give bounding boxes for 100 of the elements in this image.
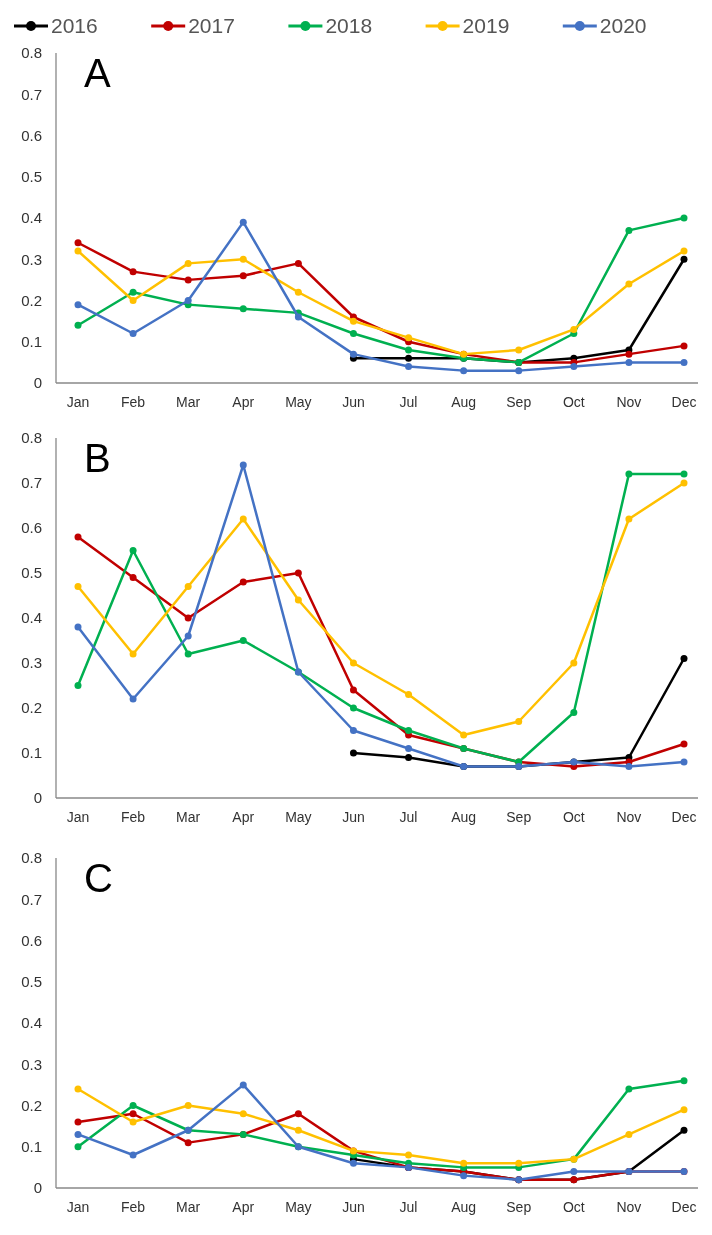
point bbox=[184, 650, 192, 658]
point bbox=[680, 479, 688, 487]
point bbox=[570, 325, 578, 333]
y-tick-label: 0.5 bbox=[21, 564, 42, 582]
legend-label: 2017 bbox=[188, 14, 235, 38]
x-tick-label: May bbox=[285, 809, 312, 825]
x-tick-label: Mar bbox=[176, 809, 201, 825]
x-tick-label: Nov bbox=[616, 394, 642, 410]
y-tick-label: 0.5 bbox=[21, 168, 42, 185]
point bbox=[349, 704, 357, 712]
point bbox=[74, 239, 82, 247]
x-tick-label: Jun bbox=[342, 394, 365, 410]
point bbox=[184, 259, 192, 267]
x-tick-label: Jul bbox=[399, 394, 418, 410]
x-tick-label: Jun bbox=[342, 809, 365, 825]
legend-label: 2020 bbox=[599, 14, 647, 38]
x-tick-label: Sep bbox=[506, 809, 532, 825]
point bbox=[129, 650, 137, 658]
point bbox=[680, 740, 688, 748]
point bbox=[74, 583, 82, 590]
point bbox=[460, 367, 468, 375]
point bbox=[74, 533, 82, 541]
point bbox=[349, 317, 357, 325]
y-tick-label: 0.4 bbox=[21, 209, 42, 227]
point bbox=[570, 363, 578, 370]
point bbox=[405, 1151, 413, 1159]
x-tick-label: Jan bbox=[66, 1199, 90, 1215]
point bbox=[460, 731, 468, 739]
point bbox=[515, 718, 523, 725]
point bbox=[680, 1106, 688, 1114]
point bbox=[294, 569, 302, 577]
x-tick-label: Nov bbox=[616, 809, 642, 825]
x-tick-label: Feb bbox=[121, 809, 146, 825]
y-tick-label: 0.1 bbox=[21, 1138, 42, 1155]
x-tick-label: Nov bbox=[616, 1199, 642, 1215]
point bbox=[405, 346, 413, 354]
y-tick-label: 0.8 bbox=[21, 849, 42, 867]
y-tick-label: 0.1 bbox=[21, 744, 42, 762]
point bbox=[405, 334, 413, 342]
point bbox=[129, 288, 137, 296]
y-tick-label: 0.4 bbox=[21, 609, 42, 627]
y-tick-label: 0.6 bbox=[21, 931, 42, 949]
point bbox=[239, 461, 247, 469]
y-tick-label: 0.3 bbox=[21, 250, 42, 268]
x-tick-label: Aug bbox=[451, 809, 477, 825]
point bbox=[184, 632, 192, 640]
x-tick-label: Apr bbox=[232, 394, 255, 410]
y-tick-label: 0.6 bbox=[21, 519, 42, 537]
y-tick-label: 0 bbox=[33, 374, 42, 392]
point bbox=[625, 1130, 633, 1138]
point bbox=[405, 363, 413, 370]
x-tick-label: Jul bbox=[399, 809, 418, 825]
x-tick-label: Dec bbox=[671, 1199, 697, 1215]
point bbox=[184, 297, 192, 304]
y-tick-label: 0.6 bbox=[21, 126, 42, 144]
point bbox=[405, 754, 413, 761]
x-tick-label: Mar bbox=[176, 394, 201, 410]
point bbox=[515, 1159, 523, 1167]
point bbox=[129, 1118, 137, 1126]
x-tick-label: Dec bbox=[671, 394, 697, 410]
point bbox=[129, 268, 137, 276]
point bbox=[74, 1085, 82, 1093]
point bbox=[349, 330, 357, 337]
point bbox=[239, 637, 247, 644]
x-tick-label: Sep bbox=[506, 1199, 532, 1215]
point bbox=[625, 470, 633, 478]
x-tick-label: Sep bbox=[506, 394, 532, 410]
y-tick-label: 0.8 bbox=[21, 44, 42, 62]
x-tick-label: Oct bbox=[562, 394, 585, 410]
x-tick-label: Oct bbox=[562, 809, 585, 825]
x-tick-label: Jan bbox=[66, 809, 90, 825]
point bbox=[239, 305, 247, 313]
legend-label: 2016 bbox=[51, 14, 98, 38]
point bbox=[515, 346, 523, 354]
point bbox=[680, 247, 688, 255]
point bbox=[129, 695, 137, 703]
point bbox=[625, 226, 633, 234]
legend-label: 2018 bbox=[325, 14, 373, 38]
legend-label: 2019 bbox=[462, 14, 510, 38]
point bbox=[405, 745, 413, 752]
point bbox=[515, 367, 523, 375]
y-tick-label: 0.7 bbox=[21, 890, 42, 908]
point bbox=[184, 1102, 192, 1109]
x-tick-label: Apr bbox=[232, 1199, 255, 1215]
point bbox=[129, 547, 137, 554]
point bbox=[349, 350, 357, 358]
point bbox=[625, 350, 633, 358]
point bbox=[625, 515, 633, 523]
point bbox=[239, 515, 247, 523]
point bbox=[294, 288, 302, 296]
point bbox=[74, 1143, 82, 1151]
point bbox=[184, 614, 192, 622]
chart-title: A bbox=[84, 51, 111, 95]
point bbox=[405, 354, 413, 362]
x-tick-label: May bbox=[285, 394, 312, 410]
point bbox=[129, 330, 137, 337]
point bbox=[349, 659, 357, 667]
point bbox=[294, 1110, 302, 1118]
y-tick-label: 0.3 bbox=[21, 654, 42, 672]
point bbox=[294, 259, 302, 267]
